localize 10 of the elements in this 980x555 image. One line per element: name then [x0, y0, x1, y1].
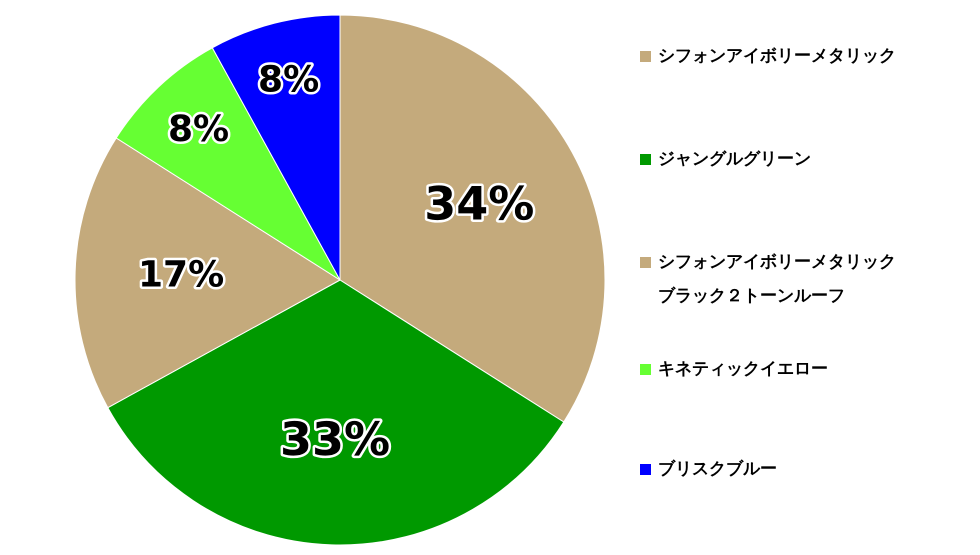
data-label: 8% [168, 108, 230, 150]
data-label: 33% [280, 412, 390, 466]
legend-label: ブリスクブルー [658, 458, 778, 481]
legend-label: ジャングルグリーン [658, 148, 812, 171]
legend-label: キネティックイエロー [658, 358, 829, 381]
data-label: 34% [424, 176, 534, 230]
legend-label: シフォンアイボリーメタリックブラック２トーンルーフ [658, 251, 897, 308]
data-label: 17% [138, 254, 224, 296]
data-label: 8% [258, 59, 320, 100]
legend-label: シフォンアイボリーメタリック [658, 45, 897, 68]
